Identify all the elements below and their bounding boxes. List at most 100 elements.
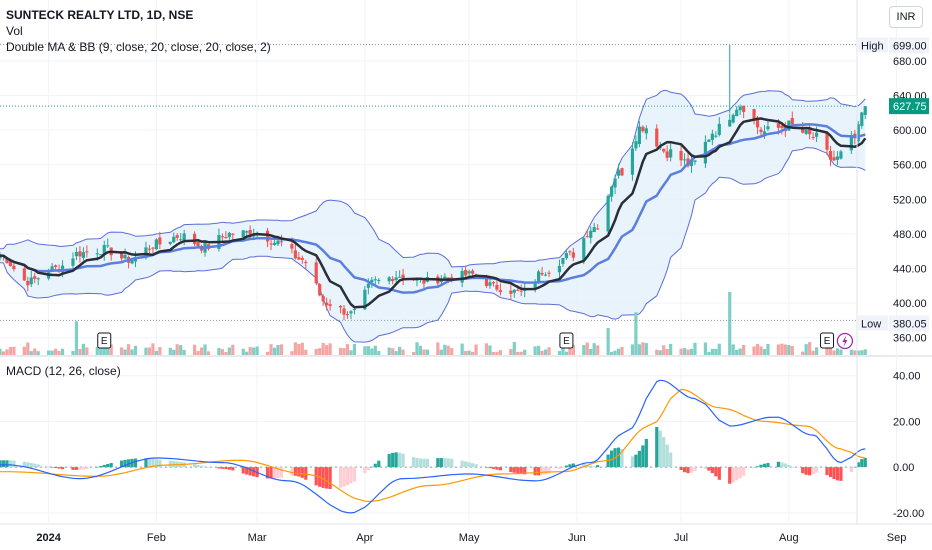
candle[interactable] <box>460 267 464 288</box>
candle[interactable] <box>99 254 103 256</box>
candle[interactable] <box>172 232 176 244</box>
candle[interactable] <box>808 123 812 140</box>
candle[interactable] <box>297 252 301 260</box>
candle[interactable] <box>78 246 82 263</box>
candle[interactable] <box>74 247 79 261</box>
candle[interactable] <box>33 272 37 284</box>
candle[interactable] <box>398 270 402 278</box>
candle[interactable] <box>863 106 867 119</box>
dividend-lightning-icon[interactable] <box>836 332 854 350</box>
candle[interactable] <box>738 104 742 115</box>
candle[interactable] <box>168 241 172 246</box>
candle[interactable] <box>220 233 224 242</box>
candle[interactable] <box>401 268 405 286</box>
candle[interactable] <box>158 231 162 250</box>
candle[interactable] <box>547 270 551 278</box>
candle[interactable] <box>512 289 516 298</box>
candle[interactable] <box>849 130 853 155</box>
candle[interactable] <box>728 113 732 127</box>
candle[interactable] <box>766 120 770 131</box>
candle[interactable] <box>669 143 673 162</box>
candle[interactable] <box>742 105 746 119</box>
candle[interactable] <box>387 276 391 285</box>
candle[interactable] <box>811 132 815 141</box>
candle[interactable] <box>345 311 350 319</box>
candle[interactable] <box>856 121 860 144</box>
candle[interactable] <box>564 249 569 260</box>
candle[interactable] <box>703 135 708 168</box>
candle[interactable] <box>835 151 840 166</box>
candle[interactable] <box>328 299 332 311</box>
candle[interactable] <box>26 276 30 292</box>
candle[interactable] <box>832 150 836 162</box>
candle[interactable] <box>804 129 808 136</box>
candle[interactable] <box>314 258 318 286</box>
candle[interactable] <box>123 248 127 260</box>
candle[interactable] <box>568 250 572 256</box>
bb-lower-band[interactable] <box>0 147 866 343</box>
candle[interactable] <box>300 255 304 264</box>
ma-9-line[interactable] <box>0 117 867 309</box>
candle[interactable] <box>22 264 26 281</box>
candle[interactable] <box>557 259 562 279</box>
candle[interactable] <box>12 261 16 272</box>
candle[interactable] <box>644 125 648 140</box>
candle[interactable] <box>338 305 343 314</box>
candle[interactable] <box>585 229 589 238</box>
earnings-marker[interactable]: E <box>559 332 574 349</box>
candle[interactable] <box>637 121 641 148</box>
candle[interactable] <box>665 145 669 162</box>
candle[interactable] <box>0 252 2 261</box>
candle[interactable] <box>825 131 829 156</box>
candle[interactable] <box>693 160 697 166</box>
candle[interactable] <box>154 238 158 251</box>
candle[interactable] <box>29 270 33 288</box>
candle[interactable] <box>839 149 843 160</box>
candle[interactable] <box>682 153 687 166</box>
candle[interactable] <box>36 277 40 286</box>
candle[interactable] <box>349 309 353 320</box>
macd-signal-line[interactable] <box>0 388 866 502</box>
candle[interactable] <box>373 276 377 285</box>
macd-indicator-label[interactable]: MACD (12, 26, close) <box>6 364 121 378</box>
candle[interactable] <box>321 293 325 306</box>
candle[interactable] <box>860 111 864 129</box>
candle[interactable] <box>620 167 624 177</box>
candle[interactable] <box>377 278 381 285</box>
candle[interactable] <box>735 106 739 117</box>
candle[interactable] <box>71 252 75 269</box>
earnings-marker[interactable]: E <box>820 332 835 349</box>
candle[interactable] <box>81 247 85 261</box>
candle[interactable] <box>630 142 635 181</box>
candle[interactable] <box>790 111 794 126</box>
candle[interactable] <box>279 234 284 247</box>
candle[interactable] <box>293 243 297 260</box>
candle[interactable] <box>151 246 155 254</box>
candle[interactable] <box>325 297 329 311</box>
candle[interactable] <box>592 222 596 233</box>
candle[interactable] <box>589 226 593 244</box>
candle[interactable] <box>543 272 548 277</box>
macd-lines[interactable] <box>0 379 866 514</box>
candle[interactable] <box>752 108 756 125</box>
candle[interactable] <box>828 145 833 167</box>
candle[interactable] <box>85 245 89 258</box>
macd-line[interactable] <box>0 379 866 514</box>
candle[interactable] <box>147 244 152 254</box>
candle[interactable] <box>192 231 197 247</box>
candle[interactable] <box>609 185 614 202</box>
candle[interactable] <box>495 279 499 292</box>
candle[interactable] <box>304 259 308 269</box>
candle[interactable] <box>106 238 110 248</box>
candle[interactable] <box>491 280 496 287</box>
candle[interactable] <box>102 240 106 261</box>
candle[interactable] <box>561 257 565 267</box>
candle[interactable] <box>467 269 471 276</box>
candle[interactable] <box>655 124 659 148</box>
candle[interactable] <box>613 175 617 195</box>
candle[interactable] <box>175 233 179 241</box>
double-ma-bb-indicator-label[interactable]: Double MA & BB (9, close, 20, close, 20,… <box>6 40 271 54</box>
candle[interactable] <box>731 113 735 124</box>
moving-averages[interactable] <box>0 117 867 309</box>
